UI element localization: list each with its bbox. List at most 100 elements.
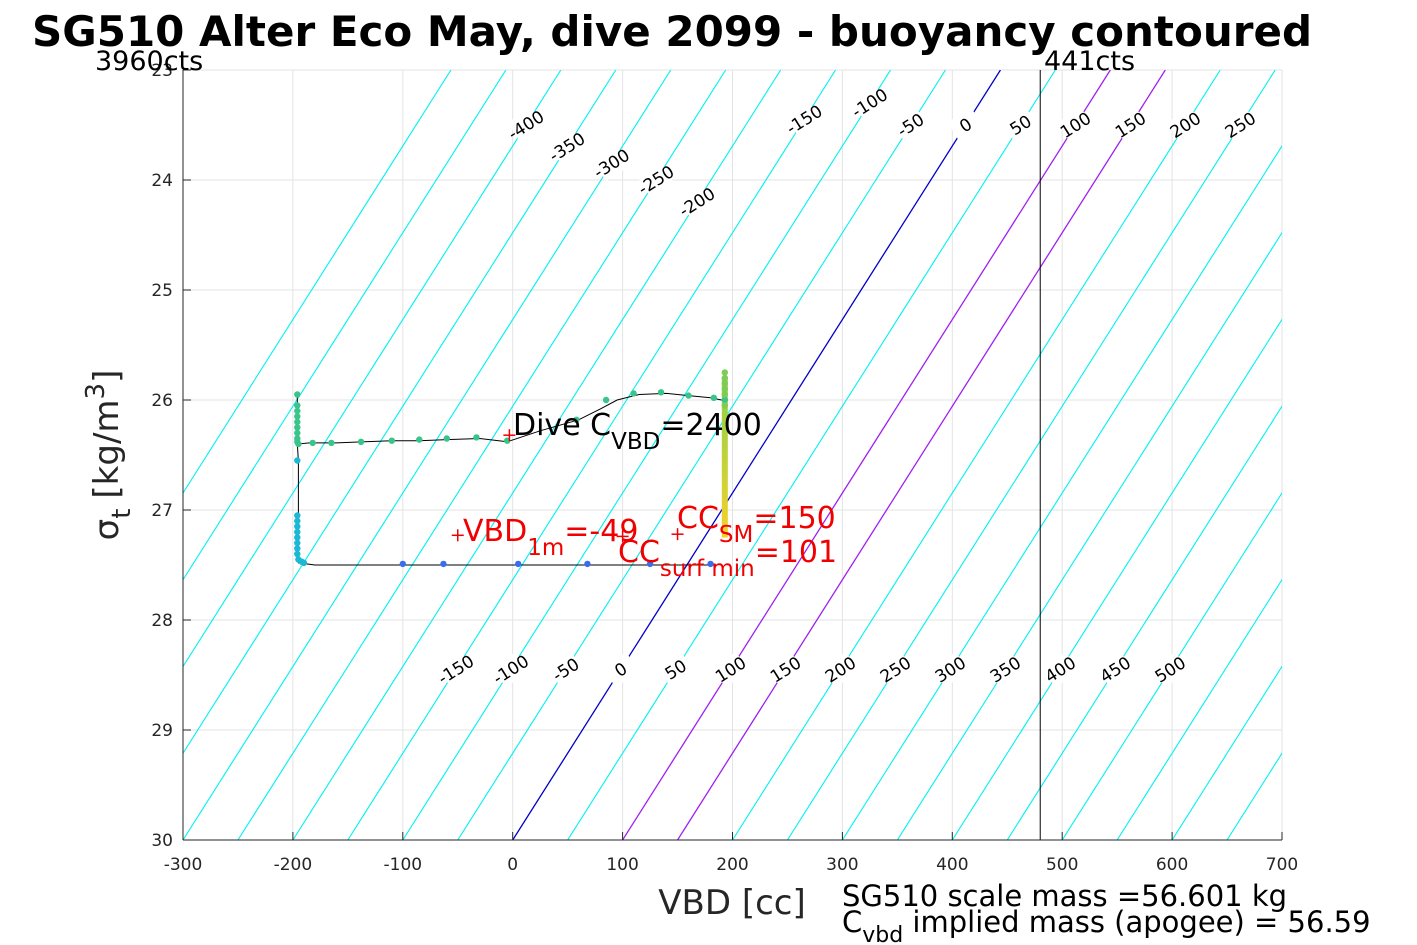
- x-tick-label: 300: [826, 855, 858, 875]
- cc-surf-sub: surf min: [660, 556, 755, 582]
- cc-sm-sub: SM: [719, 522, 753, 548]
- data-point-upper: [295, 440, 302, 448]
- data-point-mid: [294, 512, 301, 519]
- y-tick-label: 28: [151, 611, 173, 631]
- data-point-upper: [685, 392, 692, 399]
- data-point-green: [721, 402, 729, 409]
- contour-label-bg: [1151, 651, 1189, 688]
- y-tick-label: 29: [151, 721, 173, 741]
- contour-line: [622, 70, 1111, 840]
- contour-label-bg: [507, 107, 545, 143]
- contour-label-bg: [877, 651, 914, 688]
- data-point-upper: [443, 435, 450, 442]
- contour-label-bg: [1222, 107, 1259, 143]
- y-tick-label: 27: [151, 501, 173, 521]
- contour-line: [237, 70, 727, 840]
- contour-line: [183, 70, 507, 581]
- data-point-mid: [294, 534, 301, 541]
- annotation-markers: [451, 429, 684, 543]
- axes: -300 -200 -100 0 100 200 300 400 500 600 700 23 24 25…: [151, 61, 1298, 875]
- contour-label-bg: [547, 651, 584, 688]
- right-limit-label: 441cts: [1044, 46, 1135, 77]
- cc-sm-annotation: CCSM=150: [677, 501, 836, 548]
- data-point-upper: [416, 436, 423, 443]
- data-point-mid: [294, 539, 301, 547]
- cc-sm-main: CC: [677, 501, 719, 536]
- data-point-lower: [584, 560, 591, 568]
- data-point-green: [721, 391, 729, 398]
- scale-mass-text: SG510 scale mass =56.601 kg: [842, 879, 1287, 913]
- contour-line: [1116, 578, 1282, 840]
- vbd-1m-value: =-49: [564, 514, 638, 549]
- contour-label-bg: [1002, 107, 1039, 143]
- data-point-upper: [357, 438, 365, 445]
- dive-cvbd-main: Dive C: [513, 408, 611, 443]
- data-point-upper: [573, 416, 580, 423]
- dive-cvbd-sub: VBD: [611, 429, 660, 455]
- contour-label-bg: [767, 651, 804, 688]
- contour-line: [183, 70, 452, 495]
- implied-mass-rest: implied mass (apogee) = 56.59: [903, 905, 1370, 939]
- data-point-upper: [309, 439, 316, 447]
- contour-label-bg: [987, 651, 1024, 688]
- x-tick-label: 400: [936, 855, 968, 875]
- contour-line: [896, 231, 1282, 840]
- data-point-lower: [514, 560, 522, 568]
- y-tick-label: 30: [151, 831, 173, 851]
- y-tick-label: 24: [151, 171, 173, 191]
- y-tick-label: 23: [151, 61, 173, 81]
- x-tick-label: 100: [606, 855, 638, 875]
- x-tick-label: 0: [507, 855, 518, 875]
- contour-line: [1061, 491, 1282, 840]
- data-point-upper: [657, 389, 665, 396]
- data-point-upper: [294, 413, 301, 420]
- data-point-mid: [294, 528, 301, 536]
- contour-line: [1392, 70, 1417, 840]
- contour-line: [567, 70, 1056, 840]
- data-point-upper: [294, 407, 301, 415]
- data-point-green: [721, 374, 729, 382]
- implied-mass-text: Cvbd implied mass (apogee) = 56.59: [842, 905, 1371, 945]
- data-point-mid: [294, 545, 301, 552]
- data-point-upper: [294, 418, 301, 426]
- cc-range-bar: [721, 378, 728, 538]
- contour-label-bg: [1057, 107, 1094, 143]
- contour-label-bg: [932, 651, 969, 688]
- data-point-upper: [388, 437, 396, 444]
- cc-surf-value: =101: [755, 535, 837, 570]
- data-point-upper: [294, 402, 301, 409]
- x-tick-label: 200: [716, 855, 748, 875]
- vbd-1m-annotation: VBD1m=-49: [463, 514, 638, 561]
- contour-line: [183, 70, 672, 840]
- contour-line: [677, 70, 1166, 840]
- data-point-upper: [710, 394, 718, 401]
- contour-label-bg: [548, 129, 586, 165]
- contour-label-bg: [785, 101, 823, 138]
- contour-line: [347, 70, 837, 840]
- y-tick-label: 26: [151, 391, 173, 411]
- implied-mass-sub: vbd: [862, 923, 903, 945]
- dive-cvbd-value: =2400: [660, 408, 761, 443]
- y-axis-label: σt [kg/m3]: [81, 370, 137, 541]
- contour-label-bg: [712, 651, 749, 688]
- contour-label-bg: [1112, 107, 1149, 143]
- contour-label-bg: [947, 107, 984, 143]
- contour-line: [1337, 70, 1417, 840]
- svg-text:σt[kg/m3]: σt [kg/m3]: [81, 370, 137, 541]
- x-tick-label: -100: [384, 855, 423, 875]
- x-tick-label: 500: [1046, 855, 1078, 875]
- vbd-1m-sub: 1m: [527, 535, 564, 561]
- contour-label-bg: [637, 162, 675, 198]
- data-point-mid: [300, 559, 308, 566]
- contour-line: [183, 70, 562, 668]
- chart-title: SG510 Alter Eco May, dive 2099 - buoyanc…: [32, 7, 1312, 56]
- contour-label-bg: [822, 651, 859, 688]
- data-point-upper: [294, 391, 301, 398]
- x-axis-label: VBD [cc]: [658, 883, 806, 923]
- contour-line: [786, 70, 1276, 840]
- data-point-upper: [630, 390, 637, 397]
- data-point-green: [721, 369, 729, 376]
- contour-line: [1171, 665, 1282, 840]
- y-label-sub: t: [107, 509, 137, 519]
- contour-label: -50: [894, 110, 928, 142]
